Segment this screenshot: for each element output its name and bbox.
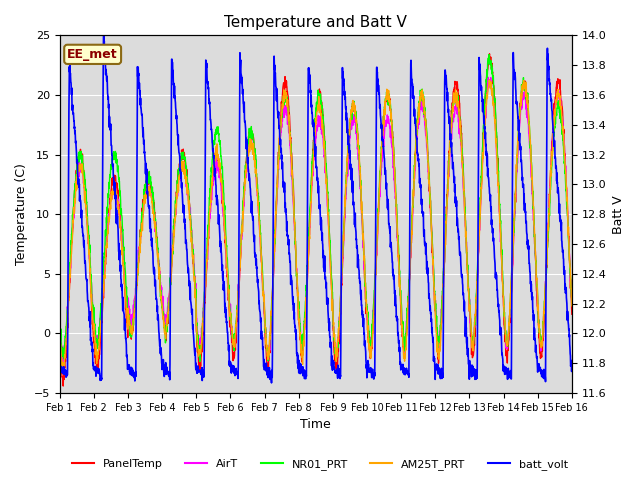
NR01_PRT: [199, 326, 207, 332]
PanelTemp: [465, 288, 472, 294]
batt_volt: [56, 365, 63, 371]
batt_volt: [568, 364, 576, 370]
Line: batt_volt: batt_volt: [60, 32, 572, 383]
batt_volt: [268, 380, 275, 386]
Legend: PanelTemp, AirT, NR01_PRT, AM25T_PRT, batt_volt: PanelTemp, AirT, NR01_PRT, AM25T_PRT, ba…: [68, 455, 572, 474]
AirT: [342, 195, 349, 201]
AirT: [484, 74, 492, 80]
Line: AirT: AirT: [60, 77, 572, 363]
AM25T_PRT: [330, 334, 338, 340]
batt_volt: [538, 367, 545, 373]
PanelTemp: [60, 383, 67, 389]
AirT: [523, 115, 531, 120]
NR01_PRT: [465, 288, 472, 293]
batt_volt: [100, 29, 108, 35]
NR01_PRT: [342, 191, 349, 196]
PanelTemp: [342, 194, 349, 200]
PanelTemp: [199, 341, 207, 347]
PanelTemp: [523, 90, 531, 96]
Y-axis label: Batt V: Batt V: [612, 195, 625, 234]
AM25T_PRT: [465, 285, 472, 290]
AM25T_PRT: [59, 367, 67, 372]
AirT: [330, 336, 338, 342]
batt_volt: [331, 365, 339, 371]
NR01_PRT: [196, 359, 204, 364]
AirT: [199, 316, 207, 322]
batt_volt: [342, 106, 349, 112]
Title: Temperature and Batt V: Temperature and Batt V: [224, 15, 407, 30]
NR01_PRT: [56, 321, 63, 327]
AM25T_PRT: [523, 93, 531, 99]
AM25T_PRT: [199, 323, 207, 329]
batt_volt: [523, 231, 531, 237]
NR01_PRT: [330, 335, 338, 340]
X-axis label: Time: Time: [300, 419, 331, 432]
PanelTemp: [486, 51, 493, 57]
batt_volt: [465, 361, 472, 367]
AirT: [538, 343, 545, 349]
Y-axis label: Temperature (C): Temperature (C): [15, 163, 28, 265]
PanelTemp: [56, 333, 63, 339]
batt_volt: [199, 371, 207, 377]
AirT: [59, 360, 67, 366]
NR01_PRT: [538, 342, 545, 348]
AirT: [465, 283, 472, 289]
Text: EE_met: EE_met: [67, 48, 118, 61]
AirT: [568, 296, 576, 301]
AM25T_PRT: [568, 303, 576, 309]
NR01_PRT: [523, 95, 531, 101]
AM25T_PRT: [486, 77, 493, 83]
AM25T_PRT: [56, 329, 63, 335]
Line: NR01_PRT: NR01_PRT: [60, 55, 572, 361]
PanelTemp: [538, 353, 545, 359]
AM25T_PRT: [342, 186, 349, 192]
NR01_PRT: [568, 302, 576, 308]
PanelTemp: [568, 312, 576, 317]
PanelTemp: [330, 350, 338, 356]
AirT: [56, 318, 63, 324]
Line: AM25T_PRT: AM25T_PRT: [60, 80, 572, 370]
NR01_PRT: [485, 52, 493, 58]
AM25T_PRT: [538, 345, 545, 350]
Line: PanelTemp: PanelTemp: [60, 54, 572, 386]
